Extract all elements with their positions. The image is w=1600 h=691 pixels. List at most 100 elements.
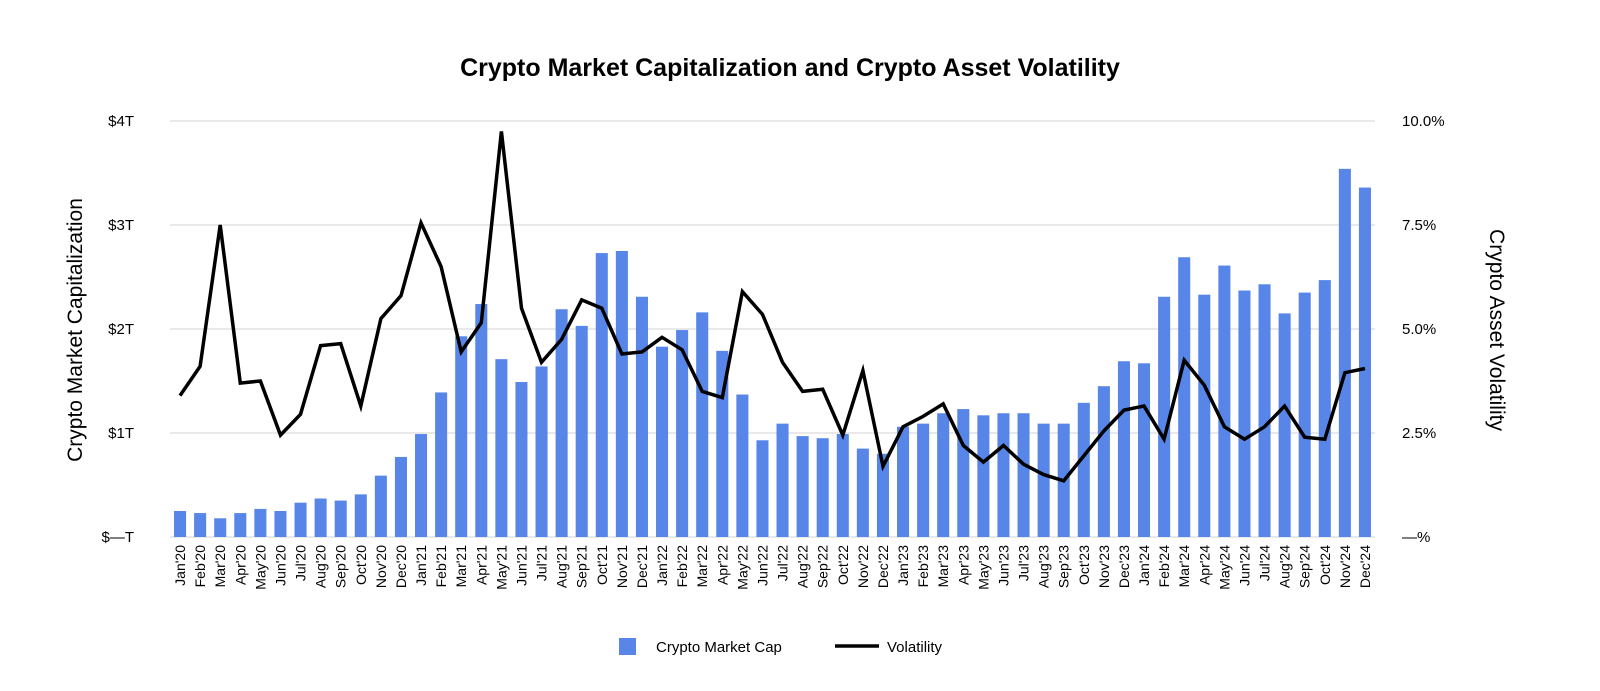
- bar-14: [435, 392, 448, 537]
- x-tick-label: Jan'24: [1136, 545, 1152, 586]
- x-tick-label: Nov'22: [855, 545, 871, 588]
- bar-32: [796, 436, 809, 537]
- x-tick-label: Dec'21: [634, 545, 650, 588]
- x-tick-label: Nov'21: [614, 545, 630, 588]
- bar-22: [595, 253, 608, 537]
- x-tick-label: May'22: [734, 545, 750, 590]
- bar-8: [314, 498, 327, 537]
- x-tick-label: Feb'23: [915, 545, 931, 588]
- bar-26: [676, 330, 689, 537]
- bar-31: [776, 423, 789, 537]
- x-tick-label: Jan'23: [895, 545, 911, 586]
- x-tick-label: Jun'23: [995, 545, 1011, 586]
- bar-9: [334, 500, 347, 537]
- x-tick-label: Apr'22: [714, 545, 730, 585]
- y-axis-title: Crypto Market Capitalization: [64, 198, 87, 462]
- bar-46: [1077, 402, 1090, 537]
- x-tick-label: Jun'21: [513, 545, 529, 586]
- bar-13: [415, 434, 428, 537]
- bar-1: [174, 511, 187, 537]
- bar-39: [937, 413, 950, 537]
- bar-43: [1017, 413, 1030, 537]
- volatility-line: [178, 131, 1366, 483]
- y2-tick-label: 2.5%: [1402, 425, 1436, 442]
- x-tick-label: Sep'23: [1056, 545, 1072, 588]
- bar-5: [254, 508, 267, 537]
- x-tick-label: Oct'20: [353, 545, 369, 585]
- y-tick-label: $2T: [108, 321, 134, 338]
- x-tick-label: Mar'20: [212, 545, 228, 588]
- bar-54: [1238, 290, 1251, 537]
- bar-50: [1158, 296, 1171, 537]
- x-tick-label: Jun'24: [1236, 545, 1252, 586]
- x-tick-label: Jan'22: [654, 545, 670, 586]
- y-tick-label: $1T: [108, 425, 134, 442]
- x-tick-label: Sep'24: [1297, 545, 1313, 588]
- x-tick-label: Oct'23: [1076, 545, 1092, 585]
- bar-49: [1138, 363, 1151, 537]
- bar-19: [535, 366, 548, 537]
- x-axis-ticks: Jan'20 Feb'20 Mar'20 Apr'20 May'20 Jun'20 Jul'…: [172, 545, 1373, 590]
- gridlines: [170, 120, 1375, 538]
- bar-60: [1358, 187, 1371, 537]
- x-tick-label: Jul'24: [1257, 545, 1273, 581]
- y2-tick-label: —%: [1402, 529, 1430, 546]
- legend-swatch-market-cap: [619, 638, 636, 655]
- x-tick-label: Feb'20: [192, 545, 208, 588]
- x-tick-label: Mar'21: [453, 545, 469, 588]
- x-tick-label: Dec'23: [1116, 545, 1132, 588]
- bar-41: [977, 415, 990, 537]
- bar-57: [1298, 292, 1311, 537]
- bar-34: [836, 434, 849, 537]
- bar-53: [1218, 265, 1231, 537]
- bar-6: [274, 511, 287, 537]
- y-axis-ticks: $—T $1T $2T $3T $4T: [101, 113, 134, 546]
- x-tick-label: May'21: [493, 545, 509, 590]
- bar-51: [1178, 257, 1191, 537]
- x-tick-label: May'20: [252, 545, 268, 590]
- x-tick-label: Jul'23: [1016, 545, 1032, 581]
- x-tick-label: Jan'21: [413, 545, 429, 586]
- bar-27: [696, 312, 709, 537]
- bar-29: [736, 394, 749, 537]
- x-tick-label: Aug'20: [313, 545, 329, 588]
- bar-55: [1258, 284, 1271, 537]
- bar-44: [1037, 423, 1050, 537]
- x-tick-label: Oct'24: [1317, 545, 1333, 585]
- y-tick-label: $3T: [108, 217, 134, 234]
- bar-23: [615, 251, 628, 537]
- bar-2: [194, 513, 207, 537]
- bar-56: [1278, 313, 1291, 537]
- legend-label-market-cap: Crypto Market Cap: [656, 639, 782, 656]
- bar-52: [1198, 294, 1211, 537]
- bar-48: [1117, 361, 1130, 537]
- line-series: [178, 131, 1366, 483]
- x-tick-label: Feb'21: [433, 545, 449, 588]
- bar-15: [455, 336, 468, 537]
- x-tick-label: Sep'21: [574, 545, 590, 588]
- bar-42: [997, 413, 1010, 537]
- x-tick-label: May'23: [975, 545, 991, 590]
- x-tick-label: Aug'24: [1277, 545, 1293, 588]
- x-tick-label: Sep'20: [333, 545, 349, 588]
- bar-38: [917, 423, 930, 537]
- x-tick-label: Apr'21: [473, 545, 489, 585]
- bar-25: [656, 346, 669, 537]
- x-tick-label: Apr'23: [955, 545, 971, 585]
- bar-16: [475, 304, 488, 537]
- bar-35: [856, 448, 869, 537]
- x-tick-label: Apr'20: [232, 545, 248, 585]
- bar-series: [174, 168, 1371, 537]
- legend: Crypto Market Cap Volatility: [619, 638, 943, 656]
- x-tick-label: Apr'24: [1196, 545, 1212, 585]
- x-tick-label: Jun'22: [754, 545, 770, 586]
- x-tick-label: Jul'20: [293, 545, 309, 581]
- x-tick-label: Aug'23: [1036, 545, 1052, 588]
- y2-tick-label: 10.0%: [1402, 113, 1445, 130]
- x-tick-label: Aug'21: [554, 545, 570, 588]
- bar-58: [1318, 280, 1331, 537]
- x-tick-label: Feb'22: [674, 545, 690, 588]
- x-tick-label: Jul'21: [534, 545, 550, 581]
- x-tick-label: Sep'22: [815, 545, 831, 588]
